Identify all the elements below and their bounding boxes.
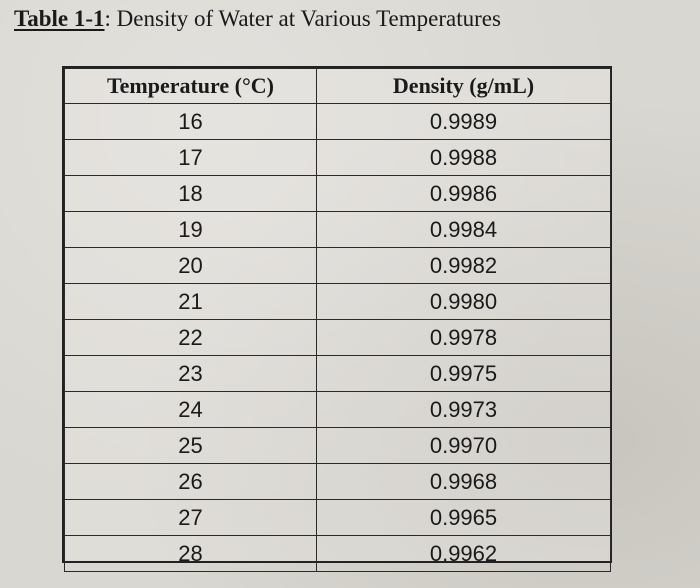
table-number: Table 1-1 (14, 6, 105, 31)
table-row: 22 0.9978 (64, 319, 611, 356)
table-row: 23 0.9975 (64, 355, 611, 392)
column-header-density: Density (g/mL) (316, 68, 611, 104)
density-cell: 0.9984 (316, 211, 611, 248)
column-header-temperature: Temperature (°C) (64, 68, 317, 104)
temperature-cell: 26 (64, 463, 317, 500)
density-table: Temperature (°C) Density (g/mL) 16 0.9989… (64, 68, 611, 572)
table-caption: Table 1-1: Density of Water at Various T… (14, 6, 501, 32)
density-cell: 0.9982 (316, 247, 611, 284)
temperature-cell: 17 (64, 139, 317, 176)
density-cell: 0.9988 (316, 139, 611, 176)
table-title: : Density of Water at Various Temperatur… (104, 6, 501, 31)
temperature-cell: 22 (64, 319, 317, 356)
density-cell: 0.9980 (316, 283, 611, 320)
table-body: 16 0.9989 17 0.9988 18 0.9986 19 0.9984 20 0.9982… (64, 103, 611, 572)
table-row: 16 0.9989 (64, 103, 611, 140)
density-cell: 0.9975 (316, 355, 611, 392)
temperature-cell: 24 (64, 391, 317, 428)
density-cell: 0.9973 (316, 391, 611, 428)
table-row: 19 0.9984 (64, 211, 611, 248)
density-cell: 0.9978 (316, 319, 611, 356)
density-cell: 0.9989 (316, 103, 611, 140)
temperature-cell: 21 (64, 283, 317, 320)
density-cell: 0.9962 (316, 535, 611, 572)
table-row: 27 0.9965 (64, 499, 611, 536)
temperature-cell: 28 (64, 535, 317, 572)
temperature-cell: 18 (64, 175, 317, 212)
table-header-row: Temperature (°C) Density (g/mL) (64, 68, 611, 104)
table-row: 21 0.9980 (64, 283, 611, 320)
table-row: 28 0.9962 (64, 535, 611, 572)
density-table-container: Temperature (°C) Density (g/mL) 16 0.9989… (62, 66, 612, 572)
temperature-cell: 25 (64, 427, 317, 464)
table-row: 18 0.9986 (64, 175, 611, 212)
table-row: 24 0.9973 (64, 391, 611, 428)
table-row: 26 0.9968 (64, 463, 611, 500)
density-cell: 0.9986 (316, 175, 611, 212)
temperature-cell: 20 (64, 247, 317, 284)
density-cell: 0.9970 (316, 427, 611, 464)
temperature-cell: 27 (64, 499, 317, 536)
temperature-cell: 23 (64, 355, 317, 392)
table-row: 20 0.9982 (64, 247, 611, 284)
density-cell: 0.9965 (316, 499, 611, 536)
temperature-cell: 16 (64, 103, 317, 140)
temperature-cell: 19 (64, 211, 317, 248)
table-row: 17 0.9988 (64, 139, 611, 176)
table-row: 25 0.9970 (64, 427, 611, 464)
density-cell: 0.9968 (316, 463, 611, 500)
